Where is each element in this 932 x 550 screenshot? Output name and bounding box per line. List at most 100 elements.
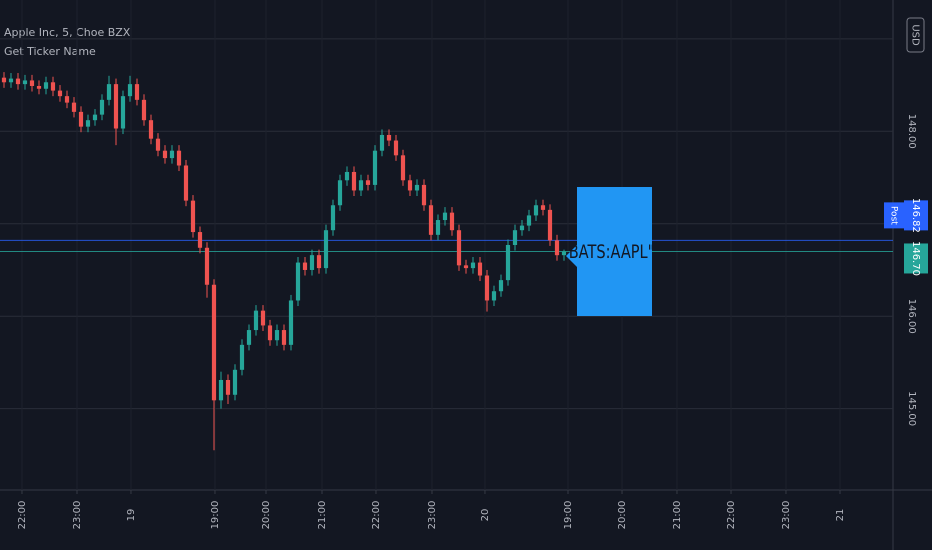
candle-body <box>421 184 427 206</box>
candle-body <box>183 165 189 201</box>
candle-body <box>64 96 70 103</box>
candle-body <box>442 212 448 221</box>
candle-body <box>141 99 147 121</box>
candle-body <box>400 155 406 181</box>
candle-body <box>344 171 350 181</box>
x-tick-label: 23:00 <box>427 501 438 530</box>
candle-body <box>456 230 462 266</box>
candle-body <box>92 114 98 121</box>
x-tick-label: 22:00 <box>371 501 382 530</box>
candle-body <box>36 85 42 89</box>
candle-body <box>428 205 434 235</box>
candle-body <box>470 262 476 269</box>
price-tag: Post <box>889 206 899 225</box>
candle-body <box>540 205 546 210</box>
candle-body <box>8 78 14 83</box>
candle-body <box>414 184 420 191</box>
candle-body <box>218 379 224 401</box>
candle-body <box>71 102 77 112</box>
candle-body <box>176 150 182 166</box>
y-tick-label: 145.00 <box>906 391 917 426</box>
candle-body <box>113 84 119 129</box>
candle-body <box>127 84 133 97</box>
candle-body <box>505 245 511 281</box>
y-tick-label: 146.00 <box>906 299 917 334</box>
candle-body <box>309 255 315 270</box>
price-label-box <box>904 200 928 231</box>
x-tick-label: 23:00 <box>72 501 83 530</box>
candle-body <box>43 82 49 89</box>
legend-symbol: Apple Inc, 5, Choe BZX <box>4 26 131 39</box>
candle-body <box>190 200 196 233</box>
plot <box>0 0 893 490</box>
price-label: 146.70 <box>910 241 921 276</box>
x-tick-label: 21 <box>835 509 846 522</box>
candle-body <box>379 134 385 151</box>
x-tick-label: 19 <box>126 509 137 522</box>
candle-body <box>533 205 539 216</box>
candle-body <box>267 325 273 341</box>
candle-body <box>148 120 154 139</box>
candle-body <box>57 90 63 97</box>
candle-body <box>358 180 364 191</box>
x-tick-label: 23:00 <box>781 501 792 530</box>
candle-body <box>162 150 168 159</box>
candle-body <box>477 262 483 276</box>
candle-body <box>393 140 399 156</box>
candle-body <box>498 280 504 292</box>
candle-body <box>239 344 245 370</box>
candle-body <box>491 291 497 301</box>
candle-body <box>50 82 56 91</box>
candle-body <box>302 262 308 270</box>
currency[interactable]: USD <box>910 24 921 46</box>
candle-body <box>407 180 413 191</box>
candle-body <box>386 134 392 141</box>
candle-body <box>246 330 252 345</box>
candle-body <box>15 78 21 85</box>
candle-body <box>211 284 217 401</box>
candle-body <box>253 310 259 331</box>
annotation-box <box>566 187 652 316</box>
candle-body <box>351 171 357 191</box>
candle-body <box>316 255 322 269</box>
candle-body <box>134 84 140 100</box>
candle-body <box>288 300 294 345</box>
candle-body <box>323 230 329 269</box>
price-label-box <box>904 243 928 274</box>
candle-body <box>554 240 560 256</box>
candle-body <box>204 247 210 285</box>
candle-body <box>281 330 287 345</box>
candle-body <box>22 80 28 85</box>
price-tag-box <box>884 202 904 229</box>
candle-body <box>512 230 518 245</box>
candle-body <box>78 111 84 127</box>
x-tick-label: 21:00 <box>317 501 328 530</box>
candle-body <box>274 330 280 341</box>
candle-body <box>295 262 301 301</box>
candle-body <box>99 99 105 115</box>
candle-body <box>365 180 371 185</box>
candle-body <box>260 310 266 326</box>
candle-body <box>449 212 455 231</box>
candle-body <box>155 138 161 151</box>
x-tick-label: 22:00 <box>726 501 737 530</box>
x-tick-label: 20 <box>480 509 491 522</box>
candle-body <box>526 215 532 226</box>
candle-body <box>85 120 91 127</box>
currency-button[interactable] <box>906 17 925 53</box>
candle-body <box>561 251 567 256</box>
candle-body <box>232 369 238 395</box>
candle-body <box>197 232 203 248</box>
x-tick-label: 20:00 <box>617 501 628 530</box>
x-tick-label: 19:00 <box>563 501 574 530</box>
candle-body <box>169 150 175 159</box>
x-tick-label: 20:00 <box>261 501 272 530</box>
candle-body <box>435 220 441 235</box>
candle-body <box>120 96 126 129</box>
candle-body <box>330 205 336 231</box>
legend-indicator: Get Ticker Name <box>4 45 96 58</box>
x-tick-label: 22:00 <box>17 501 28 530</box>
candle-body <box>484 275 490 301</box>
